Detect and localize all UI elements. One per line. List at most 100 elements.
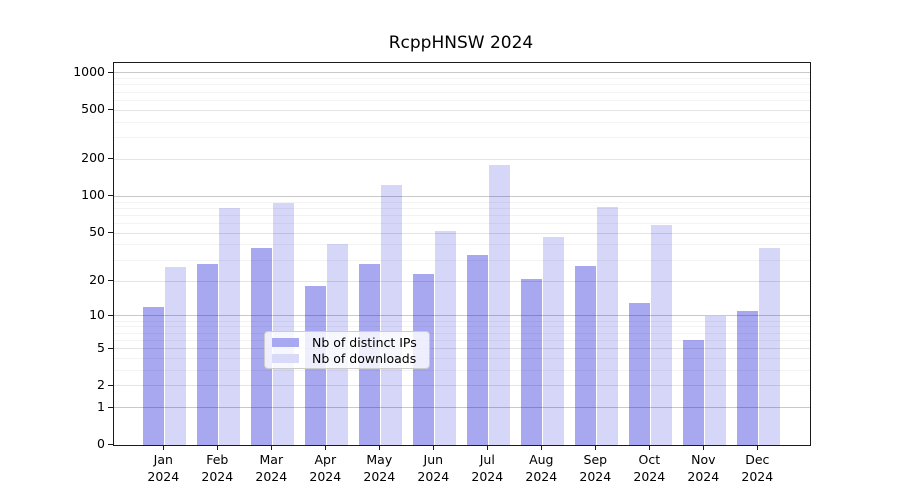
y-tick-label-0: 0 [97, 436, 105, 451]
legend-swatch-downloads-icon [272, 353, 299, 363]
x-tick-label-aug: Aug 2024 [525, 452, 558, 484]
bar-downloads-mar [272, 202, 294, 445]
x-tick-label-dec: Dec 2024 [741, 452, 774, 484]
legend-label-distinct-ips: Nb of distinct IPs [312, 334, 417, 350]
x-tick-oct [649, 445, 651, 450]
y-tick-label-1: 1 [97, 398, 105, 414]
chart-title: RcppHNSW 2024 [388, 33, 534, 53]
y-tick-5 [108, 347, 113, 349]
x-tick-apr [325, 445, 327, 450]
y-tick-0 [108, 444, 113, 445]
y-tick-1 [108, 406, 113, 408]
bar-downloads-may [380, 184, 402, 445]
gridline-y-10 [114, 315, 810, 317]
x-tick-nov [703, 445, 705, 450]
gridline-y-2 [114, 385, 810, 387]
y-tick-label-20: 20 [89, 272, 105, 287]
y-tick-100 [108, 195, 113, 197]
plot-area [113, 62, 811, 446]
bar-downloads-jan [164, 267, 186, 445]
gridline-y-900 [114, 78, 810, 79]
gridline-y-7 [114, 332, 810, 334]
x-tick-label-jul: Jul 2024 [471, 452, 504, 484]
legend-item-downloads: Nb of downloads [271, 350, 423, 366]
bar-downloads-oct [650, 225, 672, 445]
gridline-y-3 [114, 369, 810, 371]
y-tick-2 [108, 384, 113, 386]
legend-swatch-distinct-ips-icon [272, 337, 299, 347]
gridline-y-70 [114, 214, 810, 216]
bar-downloads-aug [542, 236, 564, 445]
x-tick-label-may: May 2024 [363, 452, 396, 484]
bar-downloads-sep [596, 206, 618, 445]
x-tick-label-feb: Feb 2024 [201, 452, 234, 484]
gridline-y-200 [114, 158, 810, 160]
gridline-y-700 [114, 91, 810, 93]
x-tick-jul [487, 445, 489, 450]
gridline-y-9 [114, 320, 810, 322]
x-tick-jun [433, 445, 435, 450]
gridline-y-60 [114, 223, 810, 224]
y-tick-label-200: 200 [81, 150, 105, 166]
bar-downloads-nov [704, 315, 726, 445]
bar-distinct-ips-oct [628, 302, 650, 445]
x-tick-label-jan: Jan 2024 [147, 452, 180, 484]
x-tick-label-mar: Mar 2024 [255, 452, 288, 484]
gridline-y-4 [114, 357, 810, 359]
bar-distinct-ips-jul [466, 255, 488, 445]
bar-distinct-ips-nov [682, 340, 704, 445]
bar-downloads-jul [488, 164, 510, 445]
x-tick-label-apr: Apr 2024 [309, 452, 342, 484]
gridline-y-1 [114, 407, 810, 409]
x-tick-sep [595, 445, 597, 450]
y-tick-10 [108, 314, 113, 316]
bar-distinct-ips-dec [736, 311, 758, 445]
gridline-y-100 [114, 195, 810, 197]
gridline-y-40 [114, 244, 810, 246]
x-tick-feb [217, 445, 219, 450]
gridline-y-500 [114, 109, 810, 111]
y-tick-1000 [108, 71, 113, 73]
gridline-y-8 [114, 326, 810, 328]
x-tick-label-oct: Oct 2024 [633, 452, 666, 484]
y-tick-500 [108, 109, 113, 111]
y-tick-label-100: 100 [81, 187, 105, 203]
bar-distinct-ips-feb [196, 263, 218, 445]
x-tick-aug [541, 445, 543, 450]
gridline-y-20 [114, 280, 810, 282]
x-tick-label-sep: Sep 2024 [579, 452, 612, 484]
bar-distinct-ips-jan [142, 306, 164, 445]
y-tick-label-1000: 1000 [73, 63, 105, 79]
x-tick-label-jun: Jun 2024 [417, 452, 450, 484]
gridline-y-80 [114, 207, 810, 209]
bar-downloads-feb [218, 208, 240, 445]
x-tick-mar [271, 445, 273, 450]
gridline-y-90 [114, 201, 810, 203]
legend-item-distinct-ips: Nb of distinct IPs [271, 334, 423, 350]
x-tick-label-nov: Nov 2024 [687, 452, 720, 484]
gridline-y-800 [114, 84, 810, 86]
bar-downloads-dec [758, 247, 780, 445]
y-tick-label-50: 50 [89, 224, 105, 240]
y-tick-200 [108, 158, 113, 160]
gridline-y-600 [114, 99, 810, 101]
gridline-y-50 [114, 232, 810, 234]
y-tick-label-500: 500 [81, 101, 105, 117]
legend-label-downloads: Nb of downloads [312, 350, 417, 366]
gridline-y-300 [114, 137, 810, 138]
grid-layer [114, 63, 810, 445]
x-tick-dec [757, 445, 759, 450]
gridline-y-1000 [114, 72, 810, 74]
y-tick-label-2: 2 [97, 376, 105, 392]
y-tick-label-10: 10 [89, 306, 105, 322]
x-tick-jan [163, 445, 165, 450]
bar-distinct-ips-mar [250, 247, 272, 445]
bar-downloads-jun [434, 231, 456, 445]
gridline-y-30 [114, 259, 810, 261]
y-tick-label-5: 5 [97, 339, 105, 355]
gridline-y-400 [114, 121, 810, 123]
bars-layer [114, 63, 810, 445]
y-tick-50 [108, 232, 113, 234]
legend: Nb of distinct IPs Nb of downloads [264, 331, 430, 369]
